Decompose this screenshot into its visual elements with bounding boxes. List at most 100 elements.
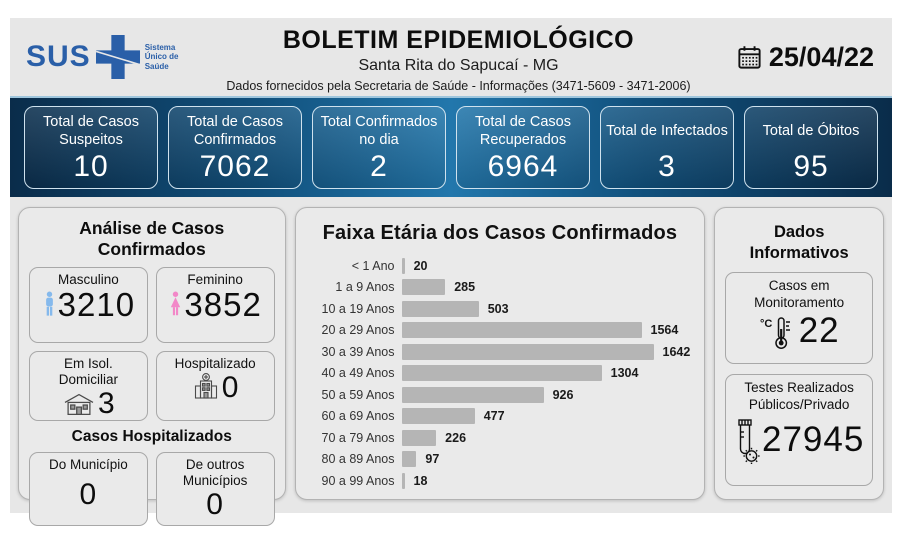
male-icon xyxy=(42,291,57,320)
chart-value-label: 477 xyxy=(483,409,505,424)
house-icon xyxy=(61,391,97,418)
svg-text:°C: °C xyxy=(760,318,772,330)
monitoring-card: Casos em Monitoramento °C xyxy=(725,271,873,364)
chart-bar xyxy=(401,322,642,339)
stat-value: 10 xyxy=(73,150,109,183)
other-cities-value: 0 xyxy=(206,488,224,522)
stat-label: Total de Casos Confirmados xyxy=(187,113,283,148)
page-title: BOLETIM EPIDEMIOLÓGICO xyxy=(282,25,635,54)
hospitalized-section-title: Casos Hospitalizados xyxy=(71,428,232,445)
stat-card-recuperados: Total de Casos Recuperados 6964 xyxy=(456,106,590,189)
calendar-icon xyxy=(736,44,763,71)
chart-row: 80 a 89 Anos 97 xyxy=(312,449,691,471)
stat-label: Total de Óbitos xyxy=(762,122,860,139)
chart-row: 30 a 39 Anos 1642 xyxy=(312,341,691,363)
from-city-label: Do Município xyxy=(48,457,128,472)
chart-value-label: 1304 xyxy=(610,366,639,381)
female-icon xyxy=(168,291,183,320)
hospital-icon xyxy=(191,372,221,403)
tests-card: Testes Realizados Públicos/Privado xyxy=(725,373,873,486)
female-card: Feminino 3852 xyxy=(155,267,275,343)
from-city-card: Do Município 0 xyxy=(29,452,148,526)
chart-value-label: 1642 xyxy=(662,344,691,359)
chart-value-label: 97 xyxy=(425,452,440,467)
chart-value-label: 285 xyxy=(454,280,476,295)
female-label: Feminino xyxy=(187,272,243,287)
chart-category-label: 80 a 89 Anos xyxy=(321,452,395,467)
analysis-title: Análise de Casos Confirmados xyxy=(79,218,225,259)
info-panel-title: Dados Informativos xyxy=(749,223,849,263)
isolation-label: Em Isol. Domiciliar xyxy=(58,356,118,388)
stat-label: Total de Infectados xyxy=(606,122,728,139)
chart-bar xyxy=(401,386,544,403)
hospitalized-label: Hospitalizado xyxy=(174,356,256,371)
stat-card-obitos: Total de Óbitos 95 xyxy=(744,106,878,189)
chart-category-label: 70 a 79 Anos xyxy=(321,430,395,445)
monitoring-label: Casos em Monitoramento xyxy=(754,277,845,310)
chart-category-label: 50 a 59 Anos xyxy=(321,387,395,402)
age-bar-chart: < 1 Ano 20 1 a 9 Anos 285 10 a 19 Anos 503 20 … xyxy=(310,255,691,492)
sus-logo-tagline: Sistema Único de Saúde xyxy=(144,43,179,71)
chart-bar xyxy=(401,429,437,446)
chart-bar xyxy=(401,300,479,317)
stat-card-confirmados-dia: Total Confirmados no dia 2 xyxy=(312,106,446,189)
chart-bar xyxy=(401,408,475,425)
chart-bar xyxy=(401,365,602,382)
female-value: 3852 xyxy=(184,286,262,324)
stat-card-suspeitos: Total de Casos Suspeitos 10 xyxy=(24,106,158,189)
header-info-line: Dados fornecidos pela Secretaria de Saúd… xyxy=(226,78,691,93)
stat-card-infectados: Total de Infectados 3 xyxy=(600,106,734,189)
chart-category-label: 30 a 39 Anos xyxy=(321,344,395,359)
male-value: 3210 xyxy=(57,286,136,324)
thermometer-icon: °C xyxy=(759,312,797,352)
chart-bar xyxy=(401,257,405,274)
test-tube-icon xyxy=(734,418,760,464)
hospitalized-value: 0 xyxy=(221,371,240,405)
stat-label: Total de Casos Suspeitos xyxy=(43,113,139,148)
chart-value-label: 926 xyxy=(552,387,574,402)
hospitalized-card: Hospitalizado xyxy=(155,351,275,421)
chart-bar xyxy=(401,472,405,489)
chart-row: 40 a 49 Anos 1304 xyxy=(312,363,691,385)
tests-value: 27945 xyxy=(761,420,865,460)
chart-category-label: 20 a 29 Anos xyxy=(321,323,395,338)
chart-row: 90 a 99 Anos 18 xyxy=(312,470,691,492)
info-panel: Dados Informativos Casos em Monitorament… xyxy=(714,207,884,500)
chart-value-label: 1564 xyxy=(650,323,679,338)
stat-strip: Total de Casos Suspeitos 10 Total de Cas… xyxy=(10,96,892,197)
chart-bar xyxy=(401,279,446,296)
sus-logo: SUS Sistema Único de Saúde xyxy=(10,35,205,79)
stat-label: Total Confirmados no dia xyxy=(320,113,438,148)
stat-label: Total de Casos Recuperados xyxy=(475,113,571,148)
chart-category-label: 40 a 49 Anos xyxy=(321,366,395,381)
chart-category-label: < 1 Ano xyxy=(351,258,395,273)
chart-row: 10 a 19 Anos 503 xyxy=(312,298,691,320)
stat-value: 7062 xyxy=(199,150,271,183)
chart-bar xyxy=(401,451,417,468)
age-chart-panel: Faixa Etária dos Casos Confirmados < 1 A… xyxy=(294,207,706,500)
chart-value-label: 226 xyxy=(445,430,467,445)
tests-label: Testes Realizados Públicos/Privado xyxy=(744,379,854,412)
male-label: Masculino xyxy=(57,272,119,287)
sus-cross-icon xyxy=(95,35,140,79)
other-cities-card: De outros Municípios 0 xyxy=(155,452,275,526)
chart-row: 20 a 29 Anos 1564 xyxy=(312,320,691,342)
chart-category-label: 1 a 9 Anos xyxy=(335,280,395,295)
date-value: 25/04/22 xyxy=(768,41,874,72)
chart-row: 60 a 69 Anos 477 xyxy=(312,406,691,428)
analysis-panel: Análise de Casos Confirmados Masculino xyxy=(18,207,286,526)
monitoring-value: 22 xyxy=(798,311,840,351)
chart-row: 1 a 9 Anos 285 xyxy=(312,277,691,299)
chart-category-label: 60 a 69 Anos xyxy=(321,409,395,424)
stat-value: 6964 xyxy=(487,150,559,183)
report-date: 25/04/22 xyxy=(712,42,892,73)
male-card: Masculino 3210 xyxy=(29,267,148,343)
stat-value: 2 xyxy=(370,150,388,183)
header-titles: BOLETIM EPIDEMIOLÓGICO Santa Rita do Sap… xyxy=(205,22,712,93)
chart-value-label: 18 xyxy=(413,473,428,488)
chart-row: 50 a 59 Anos 926 xyxy=(312,384,691,406)
stat-card-confirmados: Total de Casos Confirmados 7062 xyxy=(168,106,302,189)
page-subtitle: Santa Rita do Sapucaí - MG xyxy=(358,56,559,74)
from-city-value: 0 xyxy=(79,478,98,512)
chart-category-label: 10 a 19 Anos xyxy=(321,301,395,316)
